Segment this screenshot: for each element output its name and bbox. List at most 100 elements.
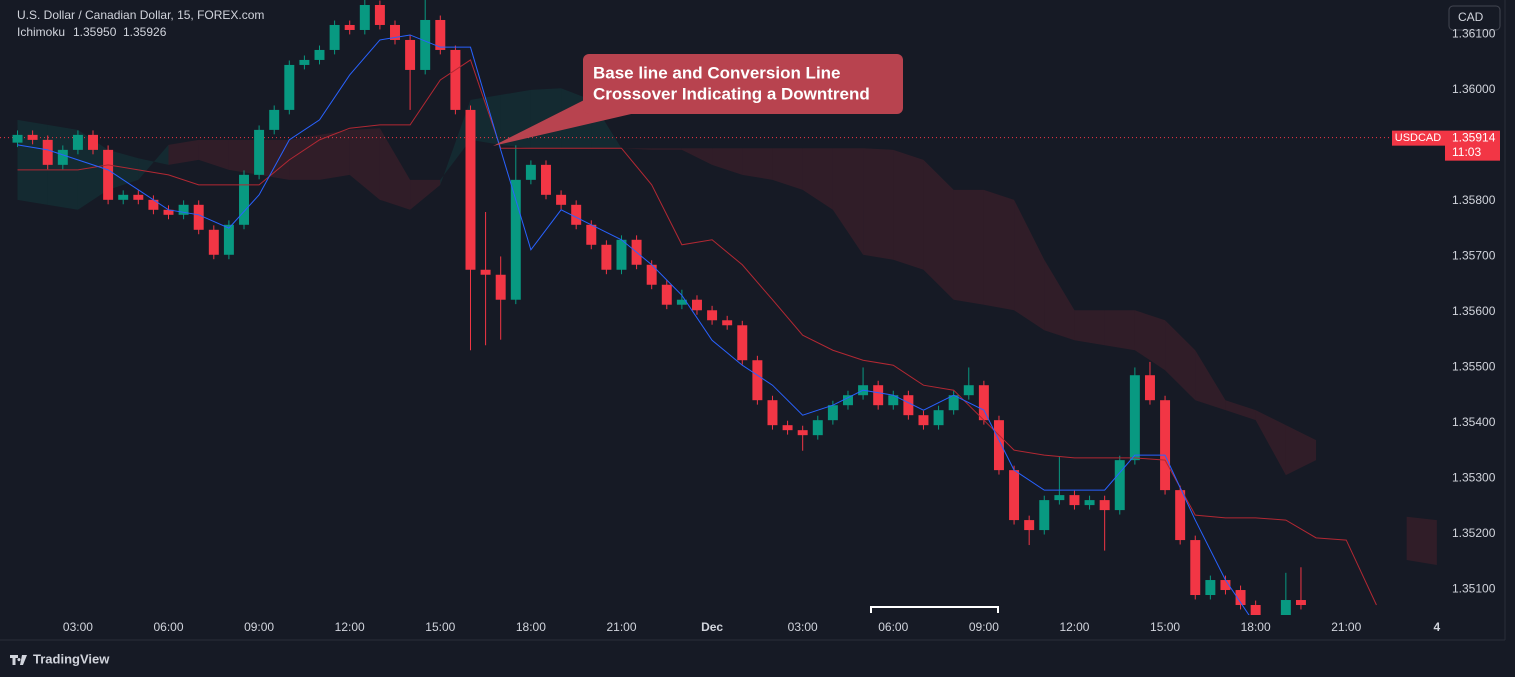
y-tick-label: 1.35600 [1452,304,1496,318]
annotation-text: Crossover Indicating a Downtrend [593,84,870,103]
candle-body [480,269,491,275]
cloud [168,139,199,165]
candle-body [571,204,582,225]
annotation-box [583,54,903,114]
cloud [1044,259,1075,341]
annotation: Base line and Conversion Line Crossover … [493,54,903,146]
candle-body [495,274,506,300]
candle-body [510,179,521,300]
candle-body [691,299,702,311]
brand-logo [10,655,27,665]
candle-body [148,199,159,210]
candle-body [1144,375,1155,401]
y-tick-label: 1.36000 [1452,82,1496,96]
y-tick-label: 1.35100 [1452,582,1496,596]
cloud [923,159,954,300]
cloud [1165,320,1196,401]
candle-body [435,19,446,50]
candle-body [963,385,974,396]
cloud [108,149,139,190]
y-tick-label: 1.35300 [1452,471,1496,485]
candle-body [556,194,567,205]
cloud [289,134,320,180]
candle-body [405,39,416,70]
candle-body [103,149,114,200]
candle-body [1114,460,1125,511]
currency-button[interactable] [1448,5,1501,31]
cloud [77,129,109,210]
x-tick-label: 03:00 [63,620,93,634]
candle-body [1084,500,1095,506]
candle-body [1069,495,1080,506]
x-tick-label: 03:00 [788,620,818,634]
base-line [17,59,1377,606]
cloud [1255,410,1286,476]
candle-body [586,224,597,245]
candle-body [827,405,838,421]
x-tick-label: 06:00 [878,620,908,634]
cloud [228,139,260,175]
currency-label[interactable]: CAD [1458,10,1484,24]
x-tick-label: 18:00 [516,620,546,634]
candle-body [1099,500,1110,511]
candle-body [1160,400,1171,491]
cloud [953,189,984,305]
cloud [802,148,833,210]
candle-body [1205,580,1216,596]
candle-body [390,24,400,40]
chart-title: U.S. Dollar / Canadian Dollar, 15, FOREX… [17,8,264,22]
candle-body [601,244,612,270]
candle-body [525,164,536,180]
cloud [893,149,924,270]
y-tick-label: 1.35500 [1452,360,1496,374]
candle-body [12,134,23,143]
cloud [621,148,652,150]
x-tick-label: 21:00 [1331,620,1361,634]
cloud [138,144,169,180]
base-value: 1.35926 [123,25,167,39]
candle-body [329,24,340,50]
x-tick-label: 09:00 [244,620,274,634]
candle-body [842,395,853,406]
cloud [983,189,1015,311]
candle-body [420,19,431,70]
candle-body [269,109,280,130]
candle-body [450,49,461,110]
y-tick-label: 1.35200 [1452,526,1496,540]
candle-body [797,430,808,436]
candle-body [193,204,204,230]
cloud [440,99,471,185]
candle-body [284,64,295,110]
symbol-label: USDCAD [1395,132,1442,144]
candle-body [374,4,385,25]
candle-body [1280,600,1291,615]
candle-body [752,360,763,401]
candle-body [722,320,733,326]
candle-body [254,129,265,175]
candle-body [27,134,38,140]
x-tick-label: 18:00 [1241,620,1271,634]
candle-body [948,395,959,411]
brand-name: TradingView [33,651,110,666]
cloud [198,139,229,170]
candle-body [616,239,627,270]
symbol-tag [1392,130,1445,146]
cloud [651,148,682,150]
candle-body [782,425,793,431]
x-tick-label: 15:00 [1150,620,1180,634]
candle-body [661,284,672,305]
candle-body [933,410,944,426]
candle-body [903,395,914,416]
cloud [470,94,501,145]
candle-body [1024,520,1035,531]
cloud [712,148,743,175]
cloud [863,148,894,260]
candle-body [208,229,219,255]
candle-body [1220,580,1231,591]
y-tick-label: 1.35400 [1452,415,1496,429]
candle-body [223,224,234,255]
cloud [1406,516,1437,566]
candle-body [1039,500,1050,531]
cloud [17,119,48,205]
x-tick-label: 15:00 [425,620,455,634]
